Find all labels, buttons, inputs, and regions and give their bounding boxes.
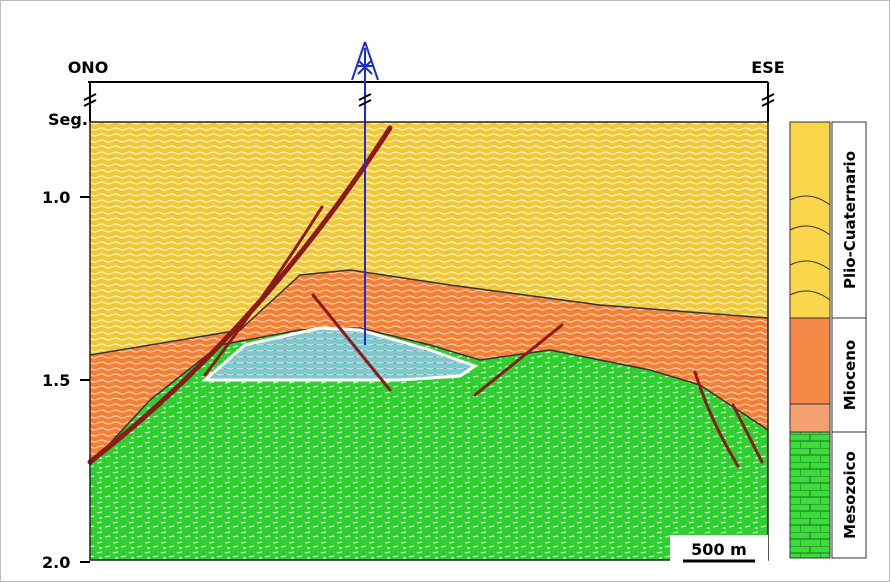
unit-label: Plio-Cuaternario bbox=[841, 151, 859, 289]
header-right: ESE bbox=[751, 58, 784, 77]
header-left: ONO bbox=[68, 58, 109, 77]
unit-label: Mesozoico bbox=[841, 451, 859, 539]
cross-section: ONO ESE Seg. 1.0 1.5 2.0 500 m bbox=[0, 0, 890, 582]
scale-bar-label: 500 m bbox=[691, 540, 747, 559]
axis-tick-label: 1.0 bbox=[42, 188, 70, 207]
unit-label: Mioceno bbox=[841, 340, 859, 410]
axis-tick-label: 1.5 bbox=[42, 371, 70, 390]
axis-unit: Seg. bbox=[48, 110, 88, 129]
axis-tick-label: 2.0 bbox=[42, 553, 70, 572]
